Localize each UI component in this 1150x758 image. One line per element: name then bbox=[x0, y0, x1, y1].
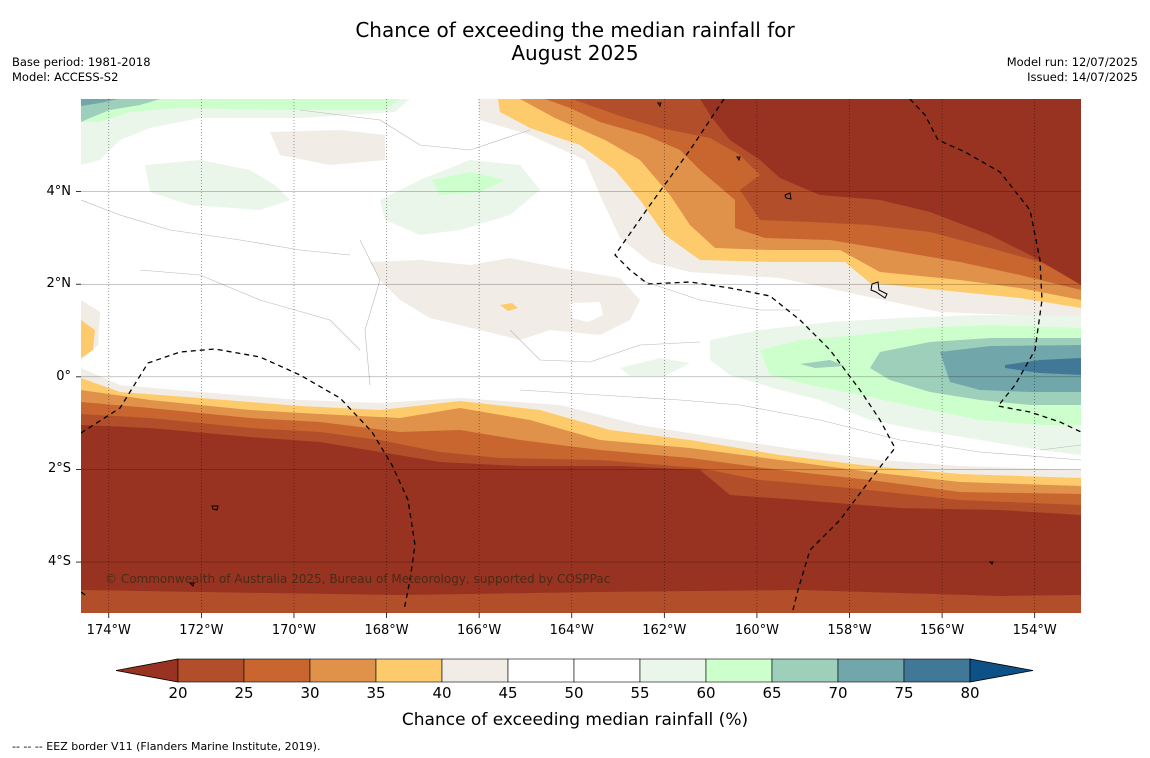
lat-tick-label: 4°N bbox=[46, 183, 72, 199]
lon-tick-label: 172°W bbox=[179, 623, 224, 638]
central-patch-60 bbox=[432, 172, 505, 195]
colorbar-swatch bbox=[507, 658, 575, 683]
colorbar-tick-label: 60 bbox=[696, 684, 716, 702]
map-panel bbox=[81, 99, 1081, 613]
nw-patch-65 bbox=[81, 99, 160, 122]
south-band-lt20 bbox=[81, 425, 1081, 596]
colorbar-tick-label: 35 bbox=[366, 684, 386, 702]
white-spot bbox=[570, 302, 603, 322]
far-west-patch-35 bbox=[81, 320, 95, 358]
central-moist-patch bbox=[620, 358, 690, 376]
model-run: Model run: 12/07/2025 bbox=[1006, 55, 1138, 69]
islands bbox=[188, 102, 994, 587]
lon-tick-label: 160°W bbox=[734, 623, 779, 638]
model-name: Model: ACCESS-S2 bbox=[12, 70, 119, 84]
eez-border-west bbox=[81, 348, 416, 611]
nw-patch-60 bbox=[81, 99, 400, 122]
central-patch-55 bbox=[380, 160, 540, 235]
lon-tick-label: 166°W bbox=[457, 623, 502, 638]
issued-date: Issued: 14/07/2025 bbox=[1027, 70, 1138, 84]
colorbar-swatch bbox=[375, 658, 443, 683]
lon-tick-label: 174°W bbox=[86, 623, 131, 638]
colorbar-tick-label: 20 bbox=[168, 684, 188, 702]
colorbar-swatch bbox=[639, 658, 707, 683]
copyright-text: © Commonwealth of Australia 2025, Bureau… bbox=[105, 572, 611, 586]
lat-tick-label: 4°S bbox=[47, 554, 71, 570]
title-line-2: August 2025 bbox=[511, 41, 639, 65]
eez-border-east bbox=[909, 99, 1081, 433]
east-moist-75 bbox=[1005, 358, 1081, 375]
meta-left: Base period: 1981-2018 Model: ACCESS-S2 bbox=[12, 55, 151, 85]
green-dot bbox=[800, 360, 845, 368]
nw-patch-55 bbox=[81, 99, 410, 165]
island-4 bbox=[988, 561, 994, 565]
colorbar-over-extension bbox=[969, 658, 1034, 683]
colorbar-tick-label: 70 bbox=[828, 684, 848, 702]
lon-tick-label: 162°W bbox=[642, 623, 687, 638]
colorbar-swatch bbox=[309, 658, 377, 683]
colorbar-tick-label: 50 bbox=[564, 684, 584, 702]
lon-tick-label: 154°W bbox=[1012, 623, 1057, 638]
x-axis-ticks bbox=[108, 613, 1036, 618]
lon-tick-label: 156°W bbox=[920, 623, 965, 638]
colorbar-title: Chance of exceeding median rainfall (%) bbox=[401, 710, 749, 730]
colorbar-swatch bbox=[903, 658, 971, 683]
colorbar bbox=[115, 658, 1034, 683]
colorbar-tick-label: 75 bbox=[894, 684, 914, 702]
colorbar-tick-label: 30 bbox=[300, 684, 320, 702]
island-3 bbox=[211, 505, 219, 511]
lon-tick-label: 158°W bbox=[827, 623, 872, 638]
island-2 bbox=[870, 281, 888, 299]
colorbar-tick-label: 80 bbox=[960, 684, 980, 702]
colorbar-swatch bbox=[573, 658, 641, 683]
eez-borders bbox=[81, 99, 1081, 611]
eez-border-central bbox=[614, 99, 896, 611]
lat-tick-label: 2°S bbox=[47, 461, 71, 477]
y-axis-ticks bbox=[76, 191, 81, 563]
lon-tick-label: 168°W bbox=[364, 623, 409, 638]
lat-tick-label: 2°N bbox=[46, 276, 72, 292]
colorbar-tick-label: 25 bbox=[234, 684, 254, 702]
island-1 bbox=[784, 192, 792, 200]
colorbar-swatch bbox=[243, 658, 311, 683]
colorbar-tick-label: 45 bbox=[498, 684, 518, 702]
meta-right: Model run: 12/07/2025 Issued: 14/07/2025 bbox=[1007, 55, 1138, 85]
eez-border-southwest bbox=[81, 591, 89, 598]
west-patch-55 bbox=[145, 160, 290, 210]
lat-gridlines bbox=[81, 191, 1081, 563]
small-dry-spot bbox=[500, 303, 518, 311]
colorbar-swatch bbox=[771, 658, 839, 683]
nw-patch-70 bbox=[81, 99, 118, 106]
colorbar-swatch bbox=[705, 658, 773, 683]
north-band-lt20 bbox=[700, 99, 1081, 285]
colorbar-under-extension bbox=[115, 658, 179, 683]
colorbar-tick-label: 65 bbox=[762, 684, 782, 702]
title-line-1: Chance of exceeding the median rainfall … bbox=[355, 18, 795, 42]
northwest-patch-40 bbox=[270, 130, 385, 165]
colorbar-tick-label: 55 bbox=[630, 684, 650, 702]
map-title: Chance of exceeding the median rainfall … bbox=[0, 19, 1150, 65]
island-7 bbox=[657, 102, 662, 108]
colorbar-swatch bbox=[837, 658, 905, 683]
colorbar-swatch bbox=[177, 658, 245, 683]
eez-footnote: -- -- -- EEZ border V11 (Flanders Marine… bbox=[12, 740, 321, 753]
contour-lines bbox=[81, 109, 1081, 461]
lon-tick-label: 170°W bbox=[271, 623, 317, 638]
colorbar-tick-label: 40 bbox=[432, 684, 452, 702]
island-5 bbox=[188, 582, 195, 587]
lon-tick-label: 164°W bbox=[549, 623, 594, 638]
colorbar-swatch bbox=[441, 658, 509, 683]
base-period: Base period: 1981-2018 bbox=[12, 55, 151, 69]
island-6 bbox=[736, 156, 741, 162]
west-patch-40 bbox=[370, 258, 640, 340]
lat-tick-label: 0° bbox=[56, 368, 71, 384]
